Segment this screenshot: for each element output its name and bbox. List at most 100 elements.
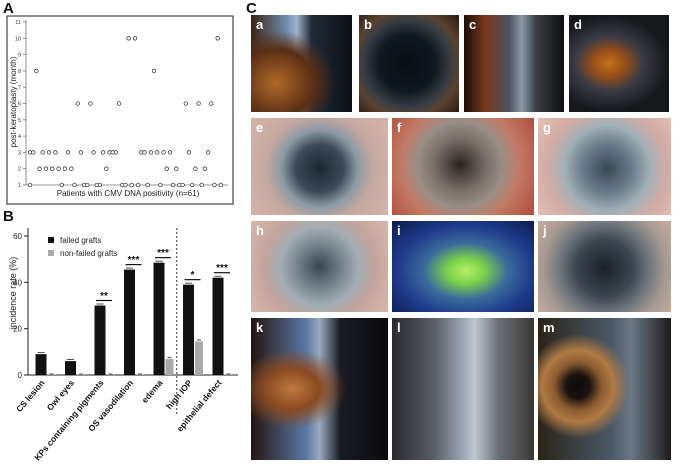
chart-b-bar (47, 374, 56, 375)
photo-label: g (543, 120, 551, 135)
chart-a-point (123, 182, 128, 188)
chart-a-point (158, 182, 163, 188)
chart-a-point (56, 166, 61, 171)
graft-eye-photo-j: j (538, 221, 671, 312)
legend-label-non-failed: non-failed grafts (60, 249, 117, 258)
chart-a-point (34, 68, 39, 74)
chart-a-point (155, 150, 160, 155)
chart-b-category-label: edema (140, 378, 165, 405)
chart-b-bar (183, 284, 194, 375)
chart-b-bar (212, 277, 224, 375)
slit-lamp-eye-photo-a: a (251, 15, 352, 112)
chart-a-point (174, 166, 179, 171)
chart-a-point (116, 101, 122, 106)
chart-a-point (142, 150, 147, 155)
chart-b-bar (124, 269, 135, 375)
chart-b-y-tick-label: 20 (13, 325, 22, 334)
chart-a-point (27, 182, 33, 188)
photo-label: l (397, 320, 401, 335)
chart-a-point (100, 150, 106, 155)
chart-a-y-label: post-keratoplasty (month) (9, 56, 18, 147)
chart-a-point (91, 150, 96, 155)
chart-a-point (78, 150, 84, 155)
chart-b-y-tick-label: 60 (13, 232, 22, 241)
chart-a-point (186, 150, 192, 155)
chart-a-frame (6, 15, 234, 205)
chart-a-y-tick-label: 11 (15, 20, 21, 26)
chart-b-bar (106, 374, 115, 375)
chart-a-y-ticks: 1 2 3 4 5 6 7 8 9 10 11 (15, 20, 26, 189)
chart-a-point (43, 166, 49, 171)
slit-lamp-eye-photo-d: d (569, 15, 669, 112)
chart-a-point (62, 166, 68, 171)
chart-a-point (161, 150, 166, 155)
graft-eye-photo-f: f (392, 118, 534, 215)
fluorescein-eye-photo-i: i (392, 221, 534, 312)
chart-b-y-ticks: 0 20 40 60 (13, 232, 28, 380)
chart-b-category-label: CS lesion (14, 378, 47, 414)
chart-a-point (151, 68, 157, 74)
chart-b-bars (35, 260, 233, 375)
photo-label: m (543, 320, 555, 335)
panel-letter-b: B (3, 208, 14, 225)
chart-a-point (212, 182, 217, 188)
chart-a-point (66, 150, 71, 155)
chart-a-point (132, 36, 138, 41)
chart-a-point (88, 101, 93, 106)
chart-b-significance-label: * (191, 270, 195, 281)
chart-b-significance-label: *** (157, 248, 169, 259)
chart-a-point (170, 182, 176, 188)
chart-a-point (202, 166, 208, 171)
chart-a-y-tick-label: 10 (15, 36, 21, 42)
chart-a-point (72, 182, 77, 188)
chart-a-point (190, 182, 195, 188)
chart-b-significance-label: ** (100, 291, 108, 302)
photo-label: k (256, 320, 264, 335)
photo-label: d (574, 17, 582, 32)
legend-label-failed: failed grafts (60, 236, 101, 245)
chart-b-y-label: incidence rate (%) (8, 257, 18, 330)
chart-a-y-tick-label: 7 (18, 85, 21, 91)
bar-chart-b: incidence rate (%) 0 20 40 60 CS lesionOwl … (8, 228, 238, 463)
chart-a-point (104, 166, 109, 171)
chart-a-point (37, 166, 42, 171)
chart-a-point (129, 182, 134, 188)
graft-eye-photo-e: e (251, 118, 388, 215)
photo-label: i (397, 223, 401, 238)
chart-a-point (53, 150, 58, 155)
chart-b-category-label: Owl eyes (45, 378, 77, 413)
chart-a-point (193, 166, 198, 171)
slit-lamp-eye-photo-b: b (359, 15, 459, 112)
panel-letter-c: C (246, 0, 257, 17)
legend-swatch-non-failed (48, 250, 54, 256)
chart-a-point (209, 101, 214, 106)
chart-a-point (113, 150, 119, 155)
chart-a-point (164, 166, 169, 171)
chart-a-point (148, 150, 154, 155)
chart-b-y-tick-label: 0 (18, 371, 23, 380)
chart-b-bar (153, 262, 165, 375)
chart-a-points (27, 36, 223, 188)
chart-a-x-label: Patients with CMV DNA positivity (n=61) (57, 189, 200, 198)
chart-a-point (135, 182, 141, 188)
chart-a-point (215, 36, 220, 41)
chart-a-point (126, 36, 131, 41)
slit-lamp-eye-photo-c: c (464, 15, 564, 112)
chart-b-bar (65, 361, 76, 375)
chart-a-y-tick-label: 3 (18, 150, 21, 156)
chart-a-point (69, 166, 74, 171)
chart-b-bar (165, 358, 174, 375)
photo-label: e (256, 120, 264, 135)
chart-b-bar (94, 305, 106, 375)
photo-label: a (256, 17, 264, 32)
chart-a-point (180, 182, 185, 188)
chart-b-significance-label: *** (216, 263, 228, 274)
chart-a-point (50, 166, 55, 171)
photo-label: c (469, 17, 477, 32)
chart-b-significance-label: *** (128, 255, 140, 266)
slit-lamp-eye-photo-k: k (251, 318, 388, 460)
chart-a-point (85, 182, 90, 188)
legend-swatch-failed (48, 237, 54, 243)
